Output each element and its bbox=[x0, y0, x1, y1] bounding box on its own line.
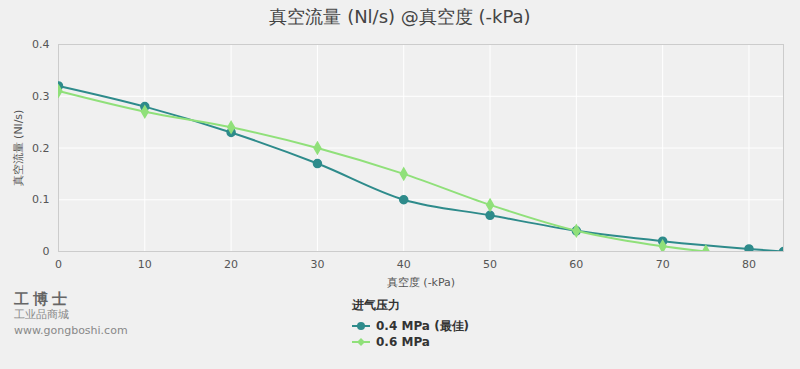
svg-text:70: 70 bbox=[656, 258, 670, 271]
svg-text:真空流量 (Nl/s): 真空流量 (Nl/s) bbox=[12, 110, 25, 187]
svg-text:50: 50 bbox=[483, 258, 497, 271]
svg-text:10: 10 bbox=[138, 258, 152, 271]
html-text:工博士: 工博士 bbox=[14, 290, 71, 308]
svg-text:0: 0 bbox=[55, 258, 62, 271]
svg-text:40: 40 bbox=[397, 258, 411, 271]
svg-text:60: 60 bbox=[569, 258, 583, 271]
html-text:真空流量 (Nl/s) @真空度 (-kPa): 真空流量 (Nl/s) @真空度 (-kPa) bbox=[269, 6, 531, 27]
svg-text:30: 30 bbox=[310, 258, 324, 271]
svg-text:80: 80 bbox=[742, 258, 756, 271]
svg-text:0.3: 0.3 bbox=[32, 90, 50, 103]
html-text:www.gongboshi.com: www.gongboshi.com bbox=[14, 324, 128, 337]
html-text:0.4 MPa (最佳): 0.4 MPa (最佳) bbox=[376, 318, 470, 333]
svg-text:0.2: 0.2 bbox=[32, 142, 50, 155]
svg-text:0.4: 0.4 bbox=[32, 38, 50, 51]
svg-text:0.1: 0.1 bbox=[32, 193, 50, 206]
svg-text:0: 0 bbox=[43, 245, 50, 258]
html-text:进气压力: 进气压力 bbox=[352, 298, 400, 312]
html-text:0.6 MPa: 0.6 MPa bbox=[376, 335, 430, 349]
html-text:工业品商城: 工业品商城 bbox=[14, 308, 69, 321]
svg-text:真空度 (-kPa): 真空度 (-kPa) bbox=[387, 276, 455, 289]
svg-text:20: 20 bbox=[224, 258, 238, 271]
